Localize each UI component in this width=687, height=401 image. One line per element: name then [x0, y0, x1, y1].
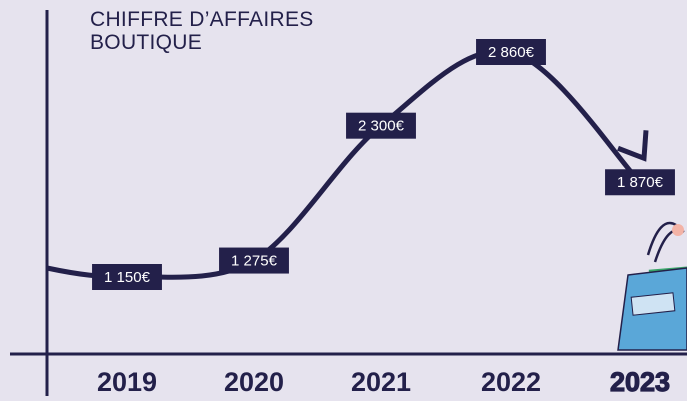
value-label-text: 2 300€: [358, 118, 405, 135]
x-tick-label: 2021: [351, 367, 411, 397]
value-label-box: [605, 169, 675, 196]
value-label-text: 1 870€: [617, 174, 664, 191]
x-tick-label: 2022: [481, 367, 541, 397]
chart-title: CHIFFRE D’AFFAIRES BOUTIQUE: [90, 8, 314, 54]
value-label-box: [346, 112, 416, 139]
value-label-text: 1 275€: [231, 253, 278, 270]
arrow-head: [617, 130, 649, 162]
x-tick-label: 2019: [97, 367, 157, 397]
value-label: 1 870€: [605, 169, 675, 196]
value-label-box: [476, 39, 546, 65]
value-label-box: [219, 247, 289, 274]
line: [126, 48, 642, 280]
shopping-bag: [617, 221, 687, 351]
value-label-text: 1 150€: [104, 269, 151, 286]
value-label-box: [92, 264, 162, 290]
value-label: 1 275€: [219, 247, 289, 274]
x-tick-label: 2023: [610, 367, 670, 397]
value-label: 2 860€: [476, 39, 546, 65]
value-label: 1 150€: [92, 264, 162, 290]
value-label-text: 2 860€: [488, 44, 535, 61]
value-label: 2 300€: [346, 112, 416, 139]
x-tick-label: 2020: [224, 367, 284, 397]
